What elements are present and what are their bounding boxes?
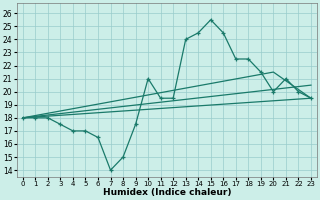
X-axis label: Humidex (Indice chaleur): Humidex (Indice chaleur) [103,188,231,197]
